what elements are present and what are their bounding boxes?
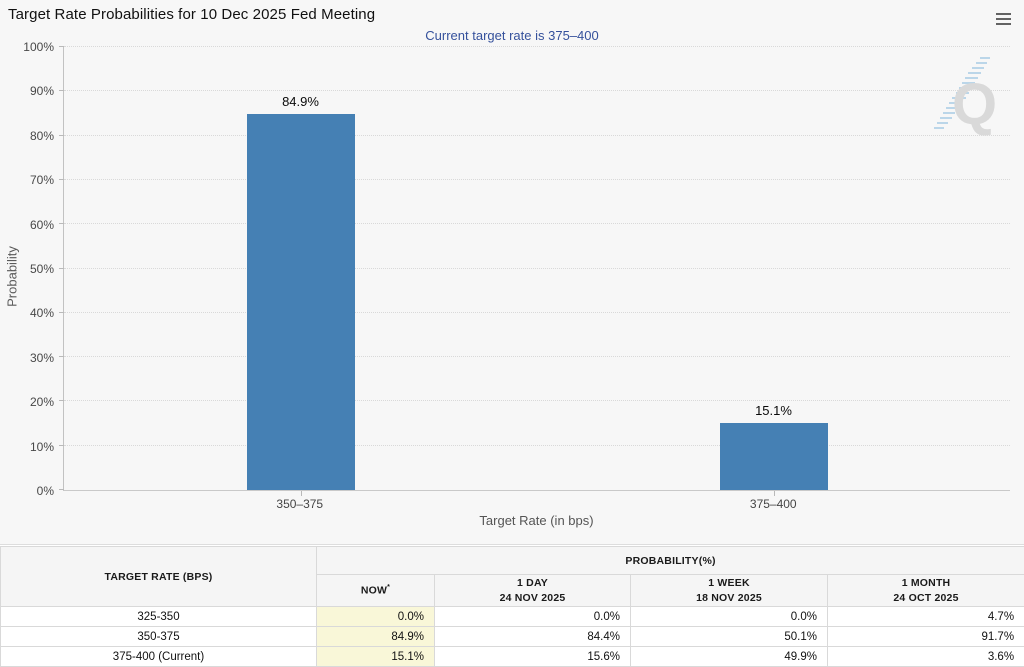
y-tick-mark bbox=[59, 445, 64, 446]
gridline bbox=[64, 223, 1010, 224]
gridline bbox=[64, 90, 1010, 91]
bar-value-label: 84.9% bbox=[247, 94, 355, 109]
col-header-target-rate: TARGET RATE (BPS) bbox=[1, 547, 317, 607]
bar-value-label: 15.1% bbox=[720, 403, 828, 418]
y-tick-label: 90% bbox=[30, 84, 54, 98]
bar-350–375[interactable] bbox=[247, 114, 355, 490]
y-tick-mark bbox=[59, 312, 64, 313]
gridline bbox=[64, 268, 1010, 269]
probability-table-panel: TARGET RATE (BPS) PROBABILITY(%) NOW* 1 … bbox=[0, 546, 1024, 664]
table-cell-day: 84.4% bbox=[435, 627, 631, 647]
gridline bbox=[64, 179, 1010, 180]
y-tick-mark bbox=[59, 135, 64, 136]
chart-subtitle: Current target rate is 375–400 bbox=[0, 28, 1024, 43]
gridline bbox=[64, 135, 1010, 136]
probability-table: TARGET RATE (BPS) PROBABILITY(%) NOW* 1 … bbox=[0, 546, 1024, 667]
now-footnote-marker: * bbox=[387, 584, 390, 591]
y-tick-label: 30% bbox=[30, 351, 54, 365]
y-tick-mark bbox=[59, 356, 64, 357]
gridline bbox=[64, 445, 1010, 446]
y-tick-label: 80% bbox=[30, 129, 54, 143]
gridline bbox=[64, 400, 1010, 401]
y-axis-labels: 0%10%20%30%40%50%60%70%80%90%100% bbox=[0, 47, 58, 491]
x-tick-label: 375–400 bbox=[750, 497, 797, 511]
x-axis-title: Target Rate (in bps) bbox=[63, 513, 1010, 528]
chart-panel: Target Rate Probabilities for 10 Dec 202… bbox=[0, 0, 1024, 545]
y-tick-label: 100% bbox=[23, 40, 54, 54]
x-axis-labels: 350–375 375–400 bbox=[63, 497, 1010, 513]
y-tick-mark bbox=[59, 90, 64, 91]
table-cell-now: 0.0% bbox=[317, 607, 435, 627]
table-cell-day: 0.0% bbox=[435, 607, 631, 627]
plot-area: 84.9% 15.1% bbox=[63, 47, 1010, 491]
y-tick-label: 0% bbox=[37, 484, 54, 498]
y-tick-label: 50% bbox=[30, 262, 54, 276]
table-cell-label: 350-375 bbox=[1, 627, 317, 647]
y-tick-mark bbox=[59, 268, 64, 269]
col-header-now: NOW* bbox=[317, 575, 435, 607]
y-tick-mark bbox=[59, 179, 64, 180]
gridline bbox=[64, 46, 1010, 47]
page-title: Target Rate Probabilities for 10 Dec 202… bbox=[8, 6, 375, 23]
hamburger-icon bbox=[996, 23, 1011, 25]
y-tick-label: 40% bbox=[30, 306, 54, 320]
y-tick-label: 60% bbox=[30, 218, 54, 232]
y-tick-label: 20% bbox=[30, 395, 54, 409]
hamburger-icon bbox=[996, 13, 1011, 15]
hamburger-icon bbox=[996, 18, 1011, 20]
table-cell-week: 50.1% bbox=[631, 627, 828, 647]
x-tick-mark bbox=[301, 491, 302, 496]
y-tick-label: 70% bbox=[30, 173, 54, 187]
bar-375–400[interactable] bbox=[720, 423, 828, 490]
gridline bbox=[64, 356, 1010, 357]
col-header-probability-group: PROBABILITY(%) bbox=[317, 547, 1024, 575]
x-tick-mark bbox=[774, 491, 775, 496]
table-cell-label: 325-350 bbox=[1, 607, 317, 627]
table-cell-month: 4.7% bbox=[828, 607, 1024, 627]
x-tick-label: 350–375 bbox=[276, 497, 323, 511]
y-tick-mark bbox=[59, 223, 64, 224]
y-tick-mark bbox=[59, 489, 64, 490]
now-label: NOW bbox=[361, 585, 387, 597]
y-tick-mark bbox=[59, 46, 64, 47]
y-tick-mark bbox=[59, 400, 64, 401]
hamburger-menu-button[interactable] bbox=[992, 9, 1014, 29]
table-cell-now: 84.9% bbox=[317, 627, 435, 647]
gridline bbox=[64, 312, 1010, 313]
y-tick-label: 10% bbox=[30, 440, 54, 454]
table-cell-month: 91.7% bbox=[828, 627, 1024, 647]
table-cell-week: 0.0% bbox=[631, 607, 828, 627]
